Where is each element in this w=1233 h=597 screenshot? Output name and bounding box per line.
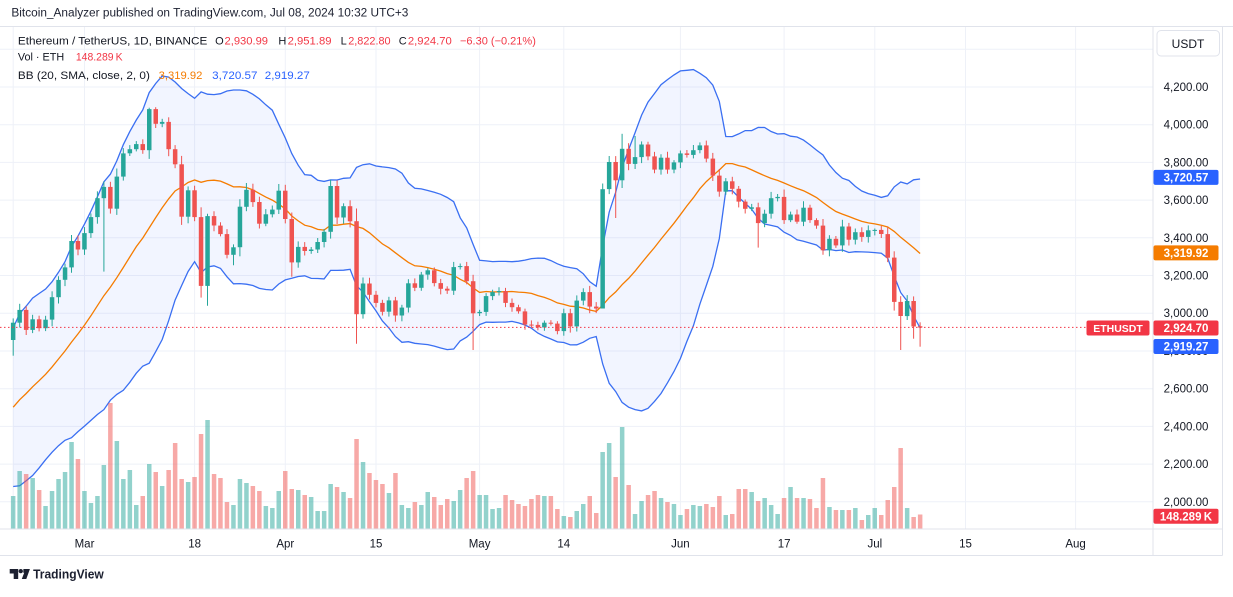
svg-text:15: 15: [959, 539, 972, 551]
svg-text:Aug: Aug: [1065, 539, 1085, 551]
svg-text:3,000.00: 3,000.00: [1164, 308, 1209, 320]
svg-text:TradingView: TradingView: [33, 566, 105, 581]
svg-text:3,800.00: 3,800.00: [1164, 157, 1209, 169]
svg-text:3,720.57: 3,720.57: [212, 70, 257, 82]
svg-text:4,000.00: 4,000.00: [1164, 120, 1209, 132]
svg-text:17: 17: [778, 539, 791, 551]
svg-text:O: O: [215, 36, 224, 48]
svg-text:Jul: Jul: [867, 539, 882, 551]
svg-text:18: 18: [188, 539, 201, 551]
svg-text:2,924.70: 2,924.70: [408, 36, 452, 48]
svg-text:May: May: [469, 539, 491, 551]
svg-text:2,200.00: 2,200.00: [1164, 459, 1209, 471]
svg-text:−6.30 (−0.21%): −6.30 (−0.21%): [460, 36, 536, 48]
svg-text:2,924.70: 2,924.70: [1164, 323, 1209, 335]
svg-text:3,319.92: 3,319.92: [1164, 248, 1209, 260]
svg-text:Bitcoin_Analyzer published on: Bitcoin_Analyzer published on TradingVie…: [11, 7, 408, 19]
svg-text:3,400.00: 3,400.00: [1164, 233, 1209, 245]
svg-text:H: H: [278, 36, 286, 48]
svg-text:Apr: Apr: [276, 539, 294, 551]
svg-text:2,400.00: 2,400.00: [1164, 421, 1209, 433]
svg-text:148.289 K: 148.289 K: [76, 51, 123, 63]
svg-text:148.289 K: 148.289 K: [1160, 511, 1213, 523]
svg-text:C: C: [399, 36, 407, 48]
svg-text:4,200.00: 4,200.00: [1164, 82, 1209, 94]
svg-text:3,720.57: 3,720.57: [1164, 172, 1209, 184]
svg-text:Jun: Jun: [671, 539, 690, 551]
svg-text:15: 15: [370, 539, 383, 551]
svg-text:2,919.27: 2,919.27: [1164, 342, 1209, 354]
svg-text:L: L: [341, 36, 347, 48]
svg-text:2,600.00: 2,600.00: [1164, 384, 1209, 396]
svg-text:2,000.00: 2,000.00: [1164, 497, 1209, 509]
svg-text:2,822.80: 2,822.80: [348, 36, 390, 48]
svg-text:USDT: USDT: [1172, 37, 1205, 51]
svg-text:Ethereum / TetherUS, 1D, BINAN: Ethereum / TetherUS, 1D, BINANCE: [18, 36, 207, 48]
svg-text:3,600.00: 3,600.00: [1164, 195, 1209, 207]
svg-text:BB (20, SMA, close, 2, 0): BB (20, SMA, close, 2, 0): [18, 70, 150, 82]
svg-text:2,930.99: 2,930.99: [225, 36, 269, 48]
svg-text:ETHUSDT: ETHUSDT: [1093, 323, 1143, 335]
svg-text:14: 14: [557, 539, 570, 551]
svg-text:Mar: Mar: [75, 539, 95, 551]
svg-text:2,919.27: 2,919.27: [265, 70, 310, 82]
svg-text:Vol · ETH: Vol · ETH: [18, 51, 64, 63]
svg-text:3,319.92: 3,319.92: [159, 70, 203, 82]
svg-text:3,200.00: 3,200.00: [1164, 271, 1209, 283]
svg-text:2,951.89: 2,951.89: [288, 36, 332, 48]
